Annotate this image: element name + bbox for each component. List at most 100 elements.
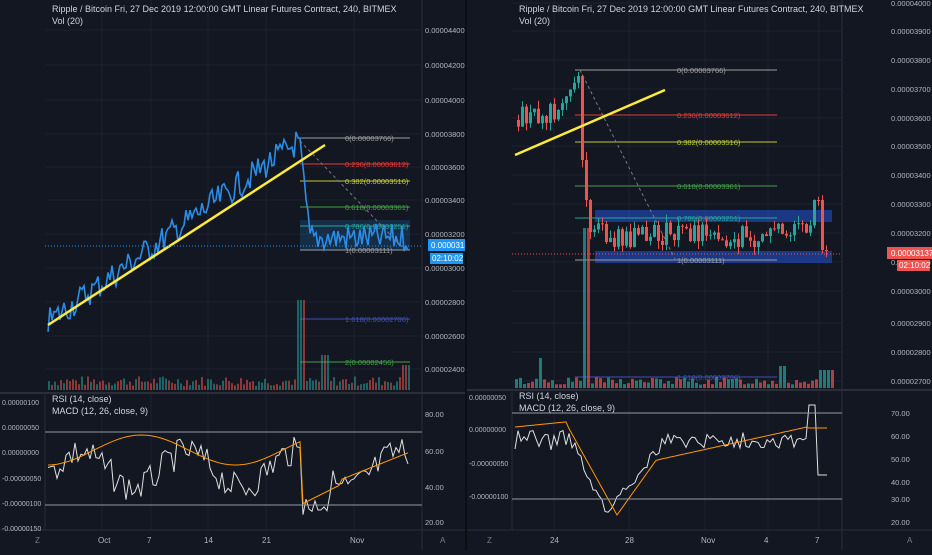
right-volume-bar [687, 381, 690, 388]
right-volume-bar [823, 370, 826, 388]
right-volume-bar [663, 383, 666, 388]
left-auto-scale-icon[interactable]: A [440, 536, 446, 545]
left-macd-line [47, 434, 409, 505]
left-volume-bar [321, 355, 323, 390]
left-volume-bar [63, 383, 65, 390]
left-volume-bar [234, 385, 236, 390]
left-time-axis[interactable]: Oct 7 14 21 Nov [98, 536, 364, 545]
left-volume-bar [66, 379, 68, 390]
left-chart-pane[interactable]: 0(0.00003766) 0.236(0.00003612) 0.382(0.00… [0, 0, 474, 550]
left-volume-bar [336, 385, 338, 390]
right-volume-bar [699, 384, 702, 388]
left-volume-bar [396, 381, 398, 390]
right-candle-body [785, 233, 788, 236]
left-volume-bar [219, 385, 221, 390]
right-time-tick: Nov [701, 536, 715, 545]
right-chart-pane[interactable]: 0(0.00003766) 0.236(0.00003612) 0.382(0.00… [467, 0, 932, 550]
right-candle-body [521, 106, 524, 127]
right-candle-body [657, 224, 660, 241]
left-macd-tick: 0.00000050 [2, 425, 39, 432]
right-fib-level-label: 0.382(0.00003516) [677, 138, 741, 147]
right-volume-bar [807, 383, 810, 388]
left-trendline[interactable] [47, 143, 326, 327]
right-candle-body [817, 200, 820, 201]
left-volume-bar [360, 384, 362, 390]
right-volume-bar [679, 379, 682, 388]
right-price-tick: 0.00003000 [891, 287, 931, 296]
left-price-tick: 0.00004200 [425, 61, 465, 70]
left-volume-bar [384, 381, 386, 390]
right-candle-body [569, 89, 572, 97]
right-volume-bar [555, 384, 558, 388]
right-candle-body [781, 223, 784, 234]
right-candle-body [809, 225, 812, 233]
right-time-axis[interactable]: 24 28 Nov 4 7 [550, 536, 820, 545]
left-volume-bar [159, 377, 161, 390]
left-volume-bar [138, 376, 140, 390]
right-trendline[interactable] [514, 88, 666, 157]
left-volume-bar [225, 377, 227, 390]
left-volume-bar [174, 383, 176, 390]
right-volume-bar [563, 384, 566, 388]
right-chart-svg[interactable]: 0(0.00003766) 0.236(0.00003612) 0.382(0.00… [467, 0, 932, 550]
left-volume-bar [273, 385, 275, 390]
left-volume-bar [399, 376, 401, 390]
left-volume-bar [189, 385, 191, 390]
right-candle-body [641, 226, 644, 235]
left-volume-bar [390, 382, 392, 390]
left-volume-bar [357, 385, 359, 390]
right-candle-body [617, 229, 620, 247]
right-candle-body [729, 242, 732, 247]
left-volume-bar [276, 384, 278, 390]
right-candle-body [721, 239, 724, 241]
right-candle-body [689, 228, 692, 242]
left-volume-bar [258, 381, 260, 390]
left-price-line[interactable] [47, 131, 409, 332]
right-volume-bar [771, 380, 774, 388]
right-candle-body [593, 229, 596, 233]
left-volume-bar [402, 365, 404, 390]
right-zoom-icon[interactable]: Z [487, 536, 492, 545]
left-time-tick: Nov [350, 536, 364, 545]
left-zoom-icon[interactable]: Z [35, 536, 40, 545]
right-price-tick: 0.00003300 [891, 200, 931, 209]
left-volume-bar [93, 379, 95, 390]
left-countdown-badge [430, 253, 463, 264]
right-volume-bar [723, 377, 726, 388]
right-macd-tick: 0.00000050 [469, 395, 506, 402]
right-volume-bar [575, 377, 578, 388]
left-volume-bar [111, 385, 113, 390]
left-price-axis[interactable]: 0.00004400 0.00004200 0.00004000 0.00003800… [425, 26, 465, 374]
left-volume-bar [117, 381, 119, 390]
right-fib-level-label: 1.618(0.00002706) [677, 373, 741, 382]
left-volume-bar [129, 381, 131, 390]
right-candle-body [653, 224, 656, 237]
right-price-tick: 0.00003400 [891, 171, 931, 180]
left-volume-bar [279, 385, 281, 390]
left-volume-bar [408, 365, 410, 390]
right-rsi-tick: 30.00 [891, 495, 910, 504]
right-candles[interactable] [517, 71, 828, 258]
left-volume-bar [267, 383, 269, 390]
left-volume-bar [330, 380, 332, 390]
right-countdown-badge [897, 260, 930, 271]
right-candle-body [701, 224, 704, 242]
left-price-tick: 0.00002600 [425, 332, 465, 341]
right-candle-body [649, 236, 652, 241]
left-volume-bar [114, 383, 116, 390]
right-candle-body [553, 103, 556, 120]
left-volume-bar [87, 376, 89, 390]
left-chart-svg[interactable]: 0(0.00003766) 0.236(0.00003612) 0.382(0.00… [0, 0, 474, 550]
right-volume-bar [683, 377, 686, 388]
left-volume-bar [375, 382, 377, 390]
right-price-tick: 0.00003800 [891, 56, 931, 65]
left-price-tick: 0.00002400 [425, 365, 465, 374]
left-volume-bar [405, 365, 407, 390]
left-volume-bar [156, 383, 158, 390]
right-auto-scale-icon[interactable]: A [907, 536, 913, 545]
pane-divider[interactable] [465, 0, 467, 550]
right-macd-line [514, 421, 827, 516]
right-price-axis[interactable]: 0.00004000 0.00003900 0.00003800 0.00003700… [891, 0, 931, 386]
right-volume-bar [743, 384, 746, 388]
left-volume-bar [99, 381, 101, 390]
